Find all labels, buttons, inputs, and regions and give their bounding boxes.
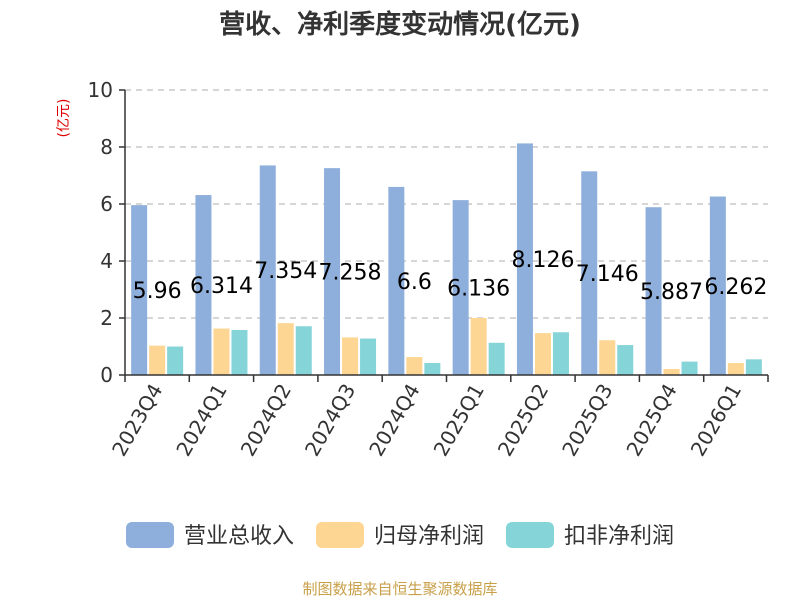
bar-归母净利润-2024Q1 bbox=[213, 328, 230, 375]
bar-营业总收入-2023Q4 bbox=[131, 205, 148, 375]
bar-归母净利润-2025Q1 bbox=[470, 318, 487, 375]
bar-扣非净利润-2026Q1 bbox=[745, 359, 762, 375]
x-tick-label: 2025Q4 bbox=[621, 380, 681, 461]
y-tick-label: 2 bbox=[100, 306, 113, 330]
legend-label: 扣非净利润 bbox=[564, 524, 674, 549]
bar-营业总收入-2024Q1 bbox=[195, 195, 212, 375]
data-label: 6.136 bbox=[447, 277, 510, 302]
data-label: 6.262 bbox=[704, 275, 767, 300]
bar-扣非净利润-2024Q3 bbox=[360, 338, 377, 375]
bar-归母净利润-2024Q3 bbox=[342, 337, 359, 375]
bar-营业总收入-2024Q3 bbox=[324, 168, 341, 375]
y-axis-unit-label: (亿元) bbox=[56, 99, 72, 138]
bar-归母净利润-2026Q1 bbox=[727, 363, 744, 375]
data-label: 7.146 bbox=[576, 262, 639, 287]
x-tick-label: 2024Q3 bbox=[300, 380, 360, 461]
bar-扣非净利润-2025Q4 bbox=[681, 361, 698, 375]
bar-归母净利润-2024Q2 bbox=[277, 323, 294, 375]
bar-归母净利润-2024Q4 bbox=[406, 357, 423, 375]
x-tick-label: 2023Q4 bbox=[107, 380, 167, 461]
x-tick-label: 2025Q3 bbox=[557, 380, 617, 461]
bar-归母净利润-2025Q3 bbox=[599, 340, 616, 375]
y-tick-label: 8 bbox=[100, 135, 113, 159]
y-tick-label: 4 bbox=[100, 249, 113, 273]
x-tick-label: 2025Q2 bbox=[493, 380, 553, 461]
legend-label: 营业总收入 bbox=[184, 524, 294, 549]
data-label: 8.126 bbox=[511, 248, 574, 273]
x-tick-label: 2024Q2 bbox=[236, 380, 296, 461]
bar-营业总收入-2025Q3 bbox=[581, 171, 598, 375]
bars bbox=[131, 143, 762, 375]
bar-扣非净利润-2023Q4 bbox=[167, 346, 184, 375]
bar-营业总收入-2025Q2 bbox=[516, 143, 533, 375]
chart-title: 营收、净利季度变动情况(亿元) bbox=[219, 9, 581, 40]
x-tick-label: 2025Q1 bbox=[429, 380, 489, 461]
bar-营业总收入-2025Q1 bbox=[452, 200, 469, 375]
data-label: 7.354 bbox=[254, 259, 317, 284]
bar-营业总收入-2024Q2 bbox=[259, 165, 276, 375]
bar-扣非净利润-2024Q1 bbox=[231, 329, 248, 375]
y-tick-label: 6 bbox=[100, 192, 113, 216]
legend-swatch-归母净利润 bbox=[316, 522, 364, 548]
legend-label: 归母净利润 bbox=[374, 524, 484, 549]
bar-扣非净利润-2025Q2 bbox=[552, 332, 569, 375]
x-tick-label: 2026Q1 bbox=[686, 380, 746, 461]
bar-归母净利润-2025Q2 bbox=[534, 333, 551, 375]
legend: 营业总收入 归母净利润 扣非净利润 bbox=[126, 522, 674, 549]
bar-归母净利润-2025Q4 bbox=[663, 369, 680, 375]
x-tick-label: 2024Q4 bbox=[364, 380, 424, 461]
grid-lines bbox=[125, 89, 768, 319]
y-tick-label: 0 bbox=[100, 363, 113, 387]
legend-swatch-营业总收入 bbox=[126, 522, 174, 548]
legend-swatch-扣非净利润 bbox=[506, 522, 554, 548]
bar-扣非净利润-2024Q4 bbox=[424, 363, 441, 375]
y-tick-label: 10 bbox=[88, 78, 113, 102]
bar-扣非净利润-2025Q1 bbox=[488, 342, 505, 375]
data-label: 6.6 bbox=[397, 270, 432, 295]
data-label: 6.314 bbox=[190, 274, 253, 299]
bar-营业总收入-2024Q4 bbox=[388, 186, 405, 375]
bar-扣非净利润-2024Q2 bbox=[295, 326, 312, 375]
x-tick-label: 2024Q1 bbox=[171, 380, 231, 461]
bar-扣非净利润-2025Q3 bbox=[617, 345, 634, 375]
bar-归母净利润-2023Q4 bbox=[149, 345, 166, 375]
source-note: 制图数据来自恒生聚源数据库 bbox=[302, 580, 497, 598]
bar-营业总收入-2026Q1 bbox=[709, 196, 726, 375]
data-label: 5.96 bbox=[133, 279, 182, 304]
bar-营业总收入-2025Q4 bbox=[645, 207, 662, 375]
data-label: 7.258 bbox=[319, 261, 382, 286]
data-label: 5.887 bbox=[640, 280, 703, 305]
